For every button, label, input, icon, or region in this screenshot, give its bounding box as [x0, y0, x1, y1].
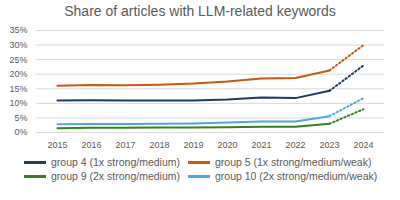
- html-text:group 5 (1x strong/medium/weak: group 5 (1x strong/medium/weak): [215, 156, 372, 168]
- svg-text:2015: 2015: [47, 140, 67, 150]
- svg-text:10%: 10%: [9, 98, 27, 108]
- html-text:group 9 (2x strong/medium): group 9 (2x strong/medium): [51, 170, 180, 182]
- svg-text:2024: 2024: [353, 140, 373, 150]
- html-text:Share of articles with LLM-rel: Share of articles with LLM-related keywo…: [64, 3, 336, 19]
- html-text:group 4 (1x strong/medium): group 4 (1x strong/medium): [51, 156, 180, 168]
- svg-text:15%: 15%: [9, 84, 27, 94]
- svg-text:2018: 2018: [149, 140, 169, 150]
- svg-text:5%: 5%: [14, 113, 27, 123]
- svg-text:0%: 0%: [14, 127, 27, 137]
- svg-text:2017: 2017: [115, 140, 135, 150]
- svg-text:2020: 2020: [217, 140, 237, 150]
- svg-text:25%: 25%: [9, 55, 27, 65]
- svg-text:35%: 35%: [9, 25, 27, 35]
- svg-text:2023: 2023: [319, 140, 339, 150]
- svg-text:2019: 2019: [183, 140, 203, 150]
- svg-text:2021: 2021: [251, 140, 271, 150]
- svg-text:2016: 2016: [81, 140, 101, 150]
- svg-text:30%: 30%: [9, 40, 27, 50]
- html-text:group 10 (2x strong/medium/wea: group 10 (2x strong/medium/weak): [215, 170, 378, 182]
- svg-text:2022: 2022: [285, 140, 305, 150]
- svg-text:20%: 20%: [9, 69, 27, 79]
